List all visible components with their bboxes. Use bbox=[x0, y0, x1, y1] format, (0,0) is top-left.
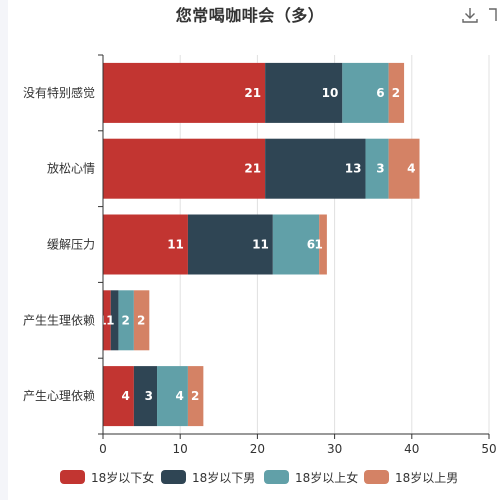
bar-segment bbox=[103, 214, 188, 275]
x-tick-label: 40 bbox=[404, 442, 419, 456]
bar-segment bbox=[272, 214, 320, 275]
bar-segment bbox=[103, 62, 266, 123]
data-label: 3 bbox=[145, 389, 153, 403]
data-label: 13 bbox=[345, 162, 362, 176]
data-label: 10 bbox=[322, 86, 339, 100]
data-label: 21 bbox=[244, 162, 261, 176]
bar-segment bbox=[388, 62, 405, 123]
bar-segment bbox=[103, 290, 111, 351]
data-label: 4 bbox=[122, 389, 130, 403]
data-label: 2 bbox=[191, 389, 199, 403]
bar-segment bbox=[319, 214, 327, 275]
bar-segment bbox=[133, 290, 150, 351]
y-category-label: 放松心情 bbox=[47, 161, 95, 176]
data-label: 6 bbox=[376, 86, 384, 100]
chart-title: 您常喝咖啡会（多） bbox=[175, 6, 325, 25]
data-label: 11 bbox=[252, 238, 269, 252]
legend-swatch bbox=[364, 470, 389, 484]
bar-segment bbox=[118, 290, 134, 351]
left-edge-strip bbox=[0, 0, 8, 500]
data-label: 2 bbox=[137, 313, 145, 327]
bar-segment bbox=[342, 62, 389, 123]
data-view-icon[interactable] bbox=[486, 6, 500, 24]
bar-segment bbox=[103, 366, 134, 427]
data-label: 2 bbox=[392, 86, 400, 100]
data-label: 1 bbox=[315, 238, 323, 252]
bar-segment bbox=[265, 62, 343, 123]
x-tick-label: 20 bbox=[250, 442, 265, 456]
bar-segment bbox=[187, 214, 273, 275]
legend-swatch bbox=[161, 470, 186, 484]
x-tick-label: 10 bbox=[173, 442, 188, 456]
data-label: 4 bbox=[176, 389, 184, 403]
bar-segment bbox=[103, 138, 266, 199]
legend-label: 18岁以上女 bbox=[295, 470, 359, 485]
bar-segment bbox=[388, 138, 420, 199]
x-tick-label: 30 bbox=[327, 442, 342, 456]
x-tick-label: 50 bbox=[481, 442, 496, 456]
data-label: 4 bbox=[407, 162, 415, 176]
legend-label: 18岁以下女 bbox=[91, 470, 155, 485]
y-category-label: 没有特别感觉 bbox=[23, 85, 95, 100]
data-label: 3 bbox=[376, 162, 384, 176]
legend-item[interactable]: 18岁以上男 bbox=[364, 468, 458, 486]
legend-swatch bbox=[60, 470, 85, 484]
legend-label: 18岁以上男 bbox=[395, 470, 459, 485]
legend-swatch bbox=[264, 470, 289, 484]
legend-item[interactable]: 18岁以下男 bbox=[161, 468, 255, 486]
data-label: 11 bbox=[167, 238, 184, 252]
chart-legend: 18岁以下女 18岁以下男 18岁以上女 18岁以上男 bbox=[0, 468, 500, 488]
legend-item[interactable]: 18岁以下女 bbox=[60, 468, 154, 486]
y-category-label: 产生心理依赖 bbox=[23, 388, 95, 403]
y-category-label: 缓解压力 bbox=[47, 238, 95, 252]
data-label: 2 bbox=[122, 313, 130, 327]
bar-segment bbox=[157, 366, 188, 427]
y-category-label: 产生生理依赖 bbox=[23, 312, 95, 327]
bar-segment bbox=[110, 290, 119, 351]
bar-segment bbox=[265, 138, 366, 199]
legend-item[interactable]: 18岁以上女 bbox=[264, 468, 358, 486]
bar-segment bbox=[187, 366, 204, 427]
download-icon[interactable] bbox=[461, 6, 479, 24]
bar-segment bbox=[365, 138, 389, 199]
data-label: 1 bbox=[106, 313, 114, 327]
legend-label: 18岁以下男 bbox=[192, 470, 256, 485]
data-label: 21 bbox=[244, 86, 261, 100]
bar-segment bbox=[133, 366, 158, 427]
x-tick-label: 0 bbox=[99, 442, 107, 456]
data-label: 6 bbox=[307, 238, 315, 252]
